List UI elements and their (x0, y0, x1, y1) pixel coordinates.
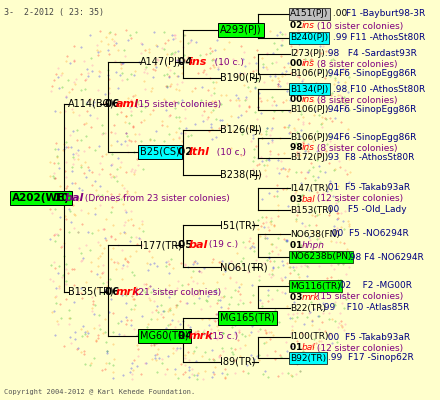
Text: B190(PJ): B190(PJ) (220, 73, 262, 83)
Text: 05: 05 (178, 240, 196, 250)
Text: NO61(TR): NO61(TR) (220, 262, 268, 272)
Text: MG60(TR): MG60(TR) (140, 331, 189, 341)
Text: I273(PJ): I273(PJ) (290, 50, 325, 58)
Text: bal: bal (189, 240, 209, 250)
Text: (15 sister colonies): (15 sister colonies) (314, 292, 403, 302)
Text: 03: 03 (290, 194, 305, 204)
Text: 00: 00 (290, 60, 305, 68)
Text: (10 sister colonies): (10 sister colonies) (314, 22, 403, 30)
Text: 02: 02 (290, 22, 305, 30)
Text: .99    F10 -Atlas85R: .99 F10 -Atlas85R (318, 304, 409, 312)
Text: .98 F4 -NO6294R: .98 F4 -NO6294R (344, 252, 423, 262)
Text: ins: ins (302, 22, 315, 30)
Text: B92(TR): B92(TR) (290, 354, 326, 362)
Text: bal: bal (302, 344, 316, 352)
Text: I100(TR): I100(TR) (290, 332, 329, 342)
Text: I147(TR): I147(TR) (290, 184, 328, 192)
Text: B238(PJ): B238(PJ) (220, 170, 262, 180)
Text: B153(TR): B153(TR) (290, 206, 332, 214)
Text: (8 sister colonies): (8 sister colonies) (314, 96, 397, 104)
Text: 03: 03 (290, 292, 305, 302)
Text: (10 c.): (10 c.) (211, 148, 246, 156)
Text: MG165(TR): MG165(TR) (220, 313, 275, 323)
Text: .94F6 -SinopEgg86R: .94F6 -SinopEgg86R (322, 106, 416, 114)
Text: .98   F4 -Sardast93R: .98 F4 -Sardast93R (322, 50, 417, 58)
Text: bal: bal (65, 193, 84, 203)
Text: .00  F5 -NO6294R: .00 F5 -NO6294R (326, 230, 409, 238)
Text: mrk: mrk (116, 287, 140, 297)
Text: A202(WE): A202(WE) (12, 193, 70, 203)
Text: B135(TR): B135(TR) (68, 287, 114, 297)
Text: B240(PJ): B240(PJ) (290, 34, 328, 42)
Text: 06: 06 (105, 99, 123, 109)
Text: A147(PJ): A147(PJ) (140, 57, 182, 67)
Text: B106(PJ): B106(PJ) (290, 106, 328, 114)
Text: B25(CS): B25(CS) (140, 147, 180, 157)
Text: B134(PJ): B134(PJ) (290, 84, 328, 94)
Text: hhpn: hhpn (302, 242, 325, 250)
Text: I51(TR): I51(TR) (220, 220, 256, 230)
Text: lthl: lthl (189, 147, 210, 157)
Text: 01: 01 (290, 242, 305, 250)
Text: A114(BG): A114(BG) (68, 99, 115, 109)
Text: B106(PJ): B106(PJ) (290, 134, 328, 142)
Text: .93  F8 -AthosSt80R: .93 F8 -AthosSt80R (322, 154, 414, 162)
Text: ins: ins (302, 96, 315, 104)
Text: ins: ins (302, 144, 315, 152)
Text: .00  F5 -Takab93aR: .00 F5 -Takab93aR (322, 332, 410, 342)
Text: 06: 06 (105, 287, 123, 297)
Text: (12 sister colonies): (12 sister colonies) (314, 194, 403, 204)
Text: (21 sister colonies): (21 sister colonies) (132, 288, 222, 296)
Text: I177(TR): I177(TR) (140, 240, 182, 250)
Text: .02    F2 -MG00R: .02 F2 -MG00R (334, 282, 412, 290)
Text: mrk: mrk (302, 292, 320, 302)
Text: .99 F11 -AthosSt80R: .99 F11 -AthosSt80R (330, 34, 425, 42)
Text: .00   F5 -Old_Lady: .00 F5 -Old_Lady (322, 206, 407, 214)
Text: F1 -Bayburt98-3R: F1 -Bayburt98-3R (346, 10, 425, 18)
Text: Copyright 2004-2012 @ Karl Kehede Foundation.: Copyright 2004-2012 @ Karl Kehede Founda… (4, 389, 195, 395)
Text: A293(PJ): A293(PJ) (220, 25, 262, 35)
Text: 3-  2-2012 ( 23: 35): 3- 2-2012 ( 23: 35) (4, 8, 104, 17)
Text: ins: ins (302, 60, 315, 68)
Text: 00: 00 (290, 96, 305, 104)
Text: bal: bal (302, 194, 316, 204)
Text: .94F6 -SinopEgg86R: .94F6 -SinopEgg86R (322, 70, 416, 78)
Text: .98 F10 -AthosSt80R: .98 F10 -AthosSt80R (330, 84, 425, 94)
Text: .94F6 -SinopEgg86R: .94F6 -SinopEgg86R (322, 134, 416, 142)
Text: 10: 10 (54, 193, 72, 203)
Text: NO6238b(PN): NO6238b(PN) (290, 252, 352, 262)
Text: (Drones from 23 sister colonies): (Drones from 23 sister colonies) (81, 194, 229, 202)
Text: B22(TR): B22(TR) (290, 304, 326, 312)
Text: 02: 02 (178, 147, 196, 157)
Text: (8 sister colonies): (8 sister colonies) (314, 144, 397, 152)
Text: 04: 04 (178, 331, 196, 341)
Text: (15 c.): (15 c.) (205, 332, 238, 340)
Text: .00: .00 (330, 10, 347, 18)
Text: mrk: mrk (189, 331, 213, 341)
Text: B106(PJ): B106(PJ) (290, 70, 328, 78)
Text: B126(PJ): B126(PJ) (220, 125, 262, 135)
Text: .01  F5 -Takab93aR: .01 F5 -Takab93aR (322, 184, 410, 192)
Text: NO638(FN): NO638(FN) (290, 230, 340, 238)
Text: aml: aml (116, 99, 139, 109)
Text: .99  F17 -Sinop62R: .99 F17 -Sinop62R (325, 354, 414, 362)
Text: I89(TR): I89(TR) (220, 357, 256, 367)
Text: MG116(TR): MG116(TR) (290, 282, 341, 290)
Text: B172(PJ): B172(PJ) (290, 154, 328, 162)
Text: 01: 01 (290, 344, 305, 352)
Text: (10 c.): (10 c.) (205, 58, 243, 66)
Text: 98: 98 (290, 144, 306, 152)
Text: 04: 04 (178, 57, 196, 67)
Text: ins: ins (189, 57, 207, 67)
Text: A151(PJ): A151(PJ) (290, 10, 328, 18)
Text: (12 sister colonies): (12 sister colonies) (314, 344, 403, 352)
Text: (19 c.): (19 c.) (205, 240, 238, 250)
Text: (15 sister colonies): (15 sister colonies) (132, 100, 222, 108)
Text: (8 sister colonies): (8 sister colonies) (314, 60, 397, 68)
